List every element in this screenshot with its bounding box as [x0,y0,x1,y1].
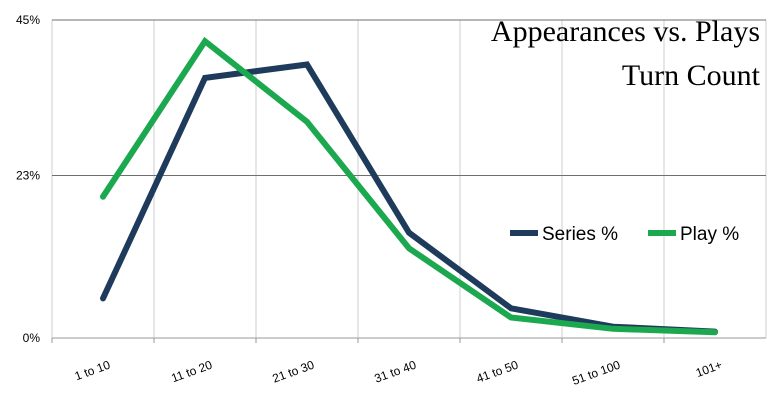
legend-label: Series % [542,224,618,245]
x-tick-label: 41 to 50 [474,358,520,386]
x-tick-label: 101+ [694,358,724,380]
series-line [100,61,718,335]
y-tick-label: 45% [16,13,40,27]
x-tick-label: 1 to 10 [73,358,113,384]
x-tick-label: 11 to 20 [169,358,214,386]
x-tick-label: 31 to 40 [372,358,418,386]
chart-title-block: Appearances vs. Plays Turn Count [491,10,760,98]
legend-label: Play % [680,224,739,245]
chart-title: Appearances vs. Plays [490,15,760,48]
x-tick-label: 21 to 30 [270,358,316,386]
chart-subtitle: Turn Count [621,59,760,92]
x-tick-label: 51 to 100 [570,358,622,388]
y-tick-label: 0% [23,331,41,345]
y-tick-label: 23% [16,168,40,182]
series-line [100,36,718,336]
